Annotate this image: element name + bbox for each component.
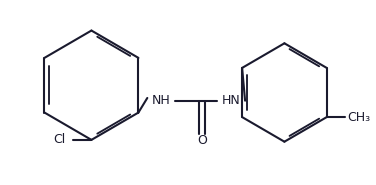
Text: NH: NH [152,94,171,107]
Text: O: O [197,134,207,147]
Text: Cl: Cl [53,133,66,146]
Text: HN: HN [222,94,241,107]
Text: CH₃: CH₃ [347,111,370,124]
